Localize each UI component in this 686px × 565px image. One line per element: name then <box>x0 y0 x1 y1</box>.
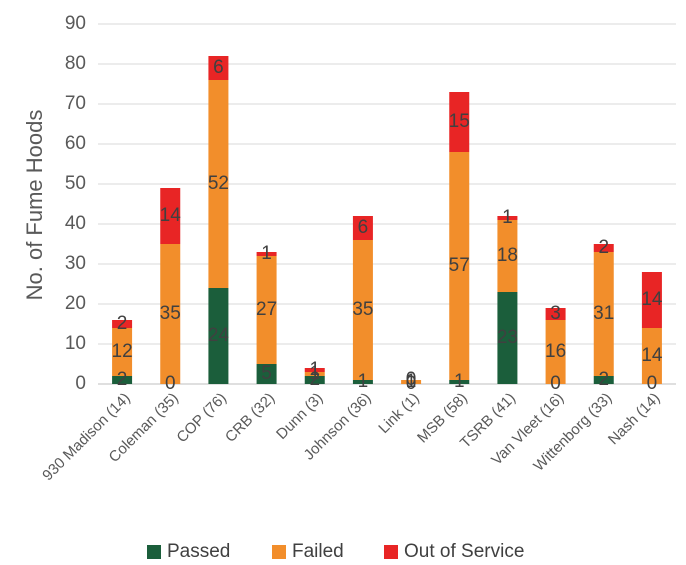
legend-label: Out of Service <box>404 541 524 562</box>
data-label: 2 <box>117 313 128 334</box>
data-label: 14 <box>641 289 663 310</box>
data-label: 12 <box>112 341 133 362</box>
data-label: 0 <box>550 373 561 394</box>
data-label: 2 <box>598 369 609 390</box>
data-label: 24 <box>208 325 230 346</box>
data-label: 1 <box>261 243 272 264</box>
x-tick-label: CRB (32) <box>222 390 278 446</box>
y-tick-label: 90 <box>65 13 86 34</box>
legend-swatch <box>147 545 161 559</box>
bar-passed <box>449 380 470 384</box>
data-label: 1 <box>309 359 320 380</box>
data-label: 23 <box>497 327 518 348</box>
data-label: 1 <box>309 363 320 384</box>
bar-out-of-service <box>593 244 614 252</box>
data-label: 15 <box>449 111 470 132</box>
data-label: 14 <box>641 345 663 366</box>
bar-failed <box>112 328 133 376</box>
data-label: 16 <box>545 341 566 362</box>
bar-failed <box>641 328 662 384</box>
bar-passed <box>112 376 133 384</box>
data-label: 35 <box>352 299 373 320</box>
bar-passed <box>256 364 277 384</box>
bar-failed <box>545 320 566 384</box>
y-tick-label: 20 <box>65 293 86 314</box>
y-tick-label: 30 <box>65 253 86 274</box>
data-label: 6 <box>213 57 224 78</box>
bar-failed <box>256 256 277 364</box>
data-label: 0 <box>165 373 176 394</box>
bar-out-of-service <box>352 216 373 240</box>
data-label: 2 <box>309 369 320 390</box>
data-label: 14 <box>160 205 182 226</box>
bar-failed <box>449 152 470 380</box>
data-label: 2 <box>117 369 128 390</box>
bar-failed <box>352 240 373 380</box>
data-label: 57 <box>449 255 470 276</box>
bar-failed <box>208 80 229 288</box>
data-label: 5 <box>261 363 272 384</box>
bar-out-of-service <box>112 320 133 328</box>
legend-swatch <box>272 545 286 559</box>
data-label: 27 <box>256 299 277 320</box>
bar-out-of-service <box>256 252 277 256</box>
data-label: 18 <box>497 245 518 266</box>
y-tick-label: 50 <box>65 173 86 194</box>
data-label: 6 <box>358 217 369 238</box>
data-label: 1 <box>502 207 513 228</box>
bar-passed <box>208 288 229 384</box>
legend-swatch <box>384 545 398 559</box>
bar-out-of-service <box>641 272 662 328</box>
bar-out-of-service <box>160 188 181 244</box>
bar-failed <box>497 220 518 292</box>
x-tick-label: Nash (14) <box>605 390 664 449</box>
data-label: 35 <box>160 303 181 324</box>
y-tick-label: 0 <box>75 373 86 394</box>
data-label: 1 <box>358 371 369 392</box>
bar-out-of-service <box>449 92 470 152</box>
data-label: 3 <box>550 303 561 324</box>
data-label: 0 <box>647 373 658 394</box>
bar-failed <box>593 252 614 376</box>
x-axis-ticks: 930 Madison (14)Coleman (35)COP (76)CRB … <box>39 390 663 485</box>
bar-failed <box>160 244 181 384</box>
data-label: 31 <box>593 303 614 324</box>
y-tick-label: 70 <box>65 93 86 114</box>
x-tick-label: Link (1) <box>375 390 422 437</box>
bar-out-of-service <box>208 56 229 80</box>
y-tick-label: 60 <box>65 133 86 154</box>
data-label: 1 <box>406 371 417 392</box>
bar-out-of-service <box>304 368 325 372</box>
y-tick-label: 10 <box>65 333 86 354</box>
y-tick-label: 80 <box>65 53 86 74</box>
bar-passed <box>593 376 614 384</box>
bar-passed <box>304 376 325 384</box>
legend-label: Passed <box>167 541 230 562</box>
x-tick-label: 930 Madison (14) <box>39 390 134 485</box>
y-axis-label: No. of Fume Hoods <box>22 110 47 301</box>
legend-label: Failed <box>292 541 344 562</box>
bar-out-of-service <box>497 216 518 220</box>
bar-passed <box>497 292 518 384</box>
data-label: 1 <box>454 371 465 392</box>
y-axis-ticks: 0 10 20 30 40 50 60 70 80 90 <box>65 13 86 394</box>
bar-out-of-service <box>545 308 566 320</box>
legend: Passed Failed Out of Service <box>147 541 524 562</box>
y-tick-label: 40 <box>65 213 86 234</box>
data-label: 52 <box>208 173 229 194</box>
data-label: 0 <box>406 373 417 394</box>
bar-failed <box>304 372 325 376</box>
bars <box>112 56 662 384</box>
gridlines <box>98 23 676 385</box>
x-tick-label: COP (76) <box>173 390 230 447</box>
data-label: 0 <box>406 369 417 390</box>
data-label: 2 <box>598 237 609 258</box>
bar-passed <box>352 380 373 384</box>
bar-failed <box>401 380 422 384</box>
